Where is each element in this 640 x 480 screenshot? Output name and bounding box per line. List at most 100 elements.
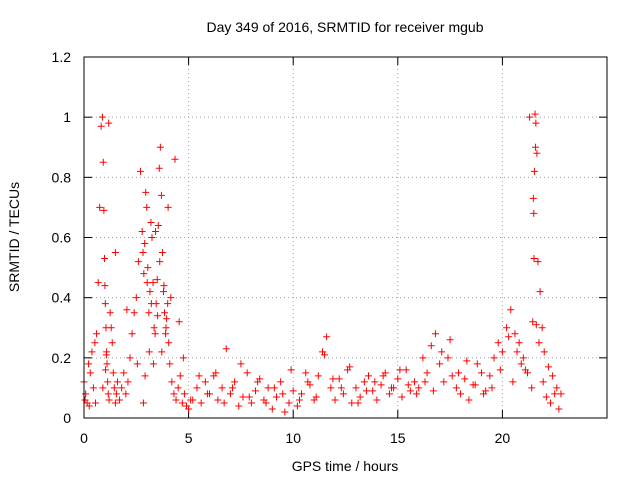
data-point: [346, 363, 354, 371]
data-point: [503, 324, 511, 332]
data-point: [149, 360, 157, 368]
data-point: [156, 258, 164, 266]
data-point: [553, 384, 561, 392]
y-tick-label: 0.6: [52, 230, 72, 246]
data-point: [179, 354, 187, 362]
data-point: [529, 318, 537, 326]
data-point: [262, 399, 270, 407]
data-point: [419, 354, 427, 362]
data-point: [170, 390, 178, 398]
data-point: [540, 348, 548, 356]
data-point: [161, 309, 169, 317]
data-point: [339, 390, 347, 398]
data-point: [162, 330, 170, 338]
data-point: [82, 390, 90, 398]
data-point: [133, 360, 141, 368]
data-point: [494, 339, 502, 347]
data-point: [245, 393, 253, 401]
y-tick-label: 1: [63, 109, 71, 125]
data-point: [180, 390, 188, 398]
tick-labels: 0 0.2 0.4 0.6 0.8 1 1.2 0 5 10 15 20: [52, 49, 511, 446]
data-point: [532, 321, 540, 329]
data-point: [268, 405, 276, 413]
data-point: [388, 384, 396, 392]
data-point: [231, 378, 239, 386]
data-point: [175, 318, 183, 326]
data-point: [154, 221, 162, 229]
data-point: [142, 188, 150, 196]
data-point: [164, 300, 172, 308]
data-point: [547, 399, 555, 407]
data-point: [147, 300, 155, 308]
data-point: [107, 324, 115, 332]
data-point: [97, 122, 105, 130]
data-point: [101, 255, 109, 263]
data-point: [126, 354, 134, 362]
data-point: [101, 300, 109, 308]
data-point: [521, 366, 529, 374]
x-tick-label: 5: [185, 430, 193, 446]
data-point: [94, 279, 102, 287]
data-point: [136, 167, 144, 175]
data-point: [201, 378, 209, 386]
data-point: [549, 372, 557, 380]
data-point: [302, 369, 310, 377]
data-point: [415, 384, 423, 392]
data-point: [168, 378, 176, 386]
data-point: [348, 399, 356, 407]
data-point: [331, 396, 339, 404]
data-point: [352, 384, 360, 392]
data-point: [193, 384, 201, 392]
data-point: [156, 143, 164, 151]
data-point: [218, 384, 226, 392]
data-point: [158, 249, 166, 257]
data-point: [195, 372, 203, 380]
data-point: [396, 366, 404, 374]
data-point: [145, 348, 153, 356]
data-point: [172, 396, 180, 404]
data-point: [124, 378, 132, 386]
data-point: [532, 119, 540, 127]
y-tick-label: 0: [63, 410, 71, 426]
data-point: [138, 227, 146, 235]
data-point: [93, 330, 101, 338]
data-point: [108, 339, 116, 347]
data-point: [98, 113, 106, 121]
data-point: [139, 249, 147, 257]
data-point: [535, 339, 543, 347]
data-point: [448, 372, 456, 380]
data-point: [178, 399, 186, 407]
data-point: [289, 387, 297, 395]
data-point: [159, 288, 167, 296]
x-tick-label: 10: [285, 430, 301, 446]
data-point: [103, 360, 111, 368]
data-point: [411, 378, 419, 386]
data-point: [143, 203, 151, 211]
data-point: [132, 294, 140, 302]
data-point: [252, 387, 260, 395]
data-point: [293, 402, 301, 410]
data-point: [360, 378, 368, 386]
data-point: [529, 194, 537, 202]
data-point: [264, 384, 272, 392]
data-point: [203, 390, 211, 398]
data-point: [237, 360, 245, 368]
data-point: [102, 351, 110, 359]
data-point: [538, 324, 546, 332]
data-point: [279, 390, 287, 398]
data-point: [134, 258, 142, 266]
data-point: [85, 360, 93, 368]
data-point: [354, 399, 362, 407]
data-point: [335, 375, 343, 383]
data-point: [295, 396, 303, 404]
data-point: [154, 312, 162, 320]
data-point: [118, 384, 126, 392]
data-point: [222, 345, 230, 353]
data-point: [120, 369, 128, 377]
data-point: [106, 309, 114, 317]
data-point: [436, 360, 444, 368]
data-point: [461, 375, 469, 383]
data-point: [544, 363, 552, 371]
data-point: [214, 396, 222, 404]
data-point: [423, 369, 431, 377]
